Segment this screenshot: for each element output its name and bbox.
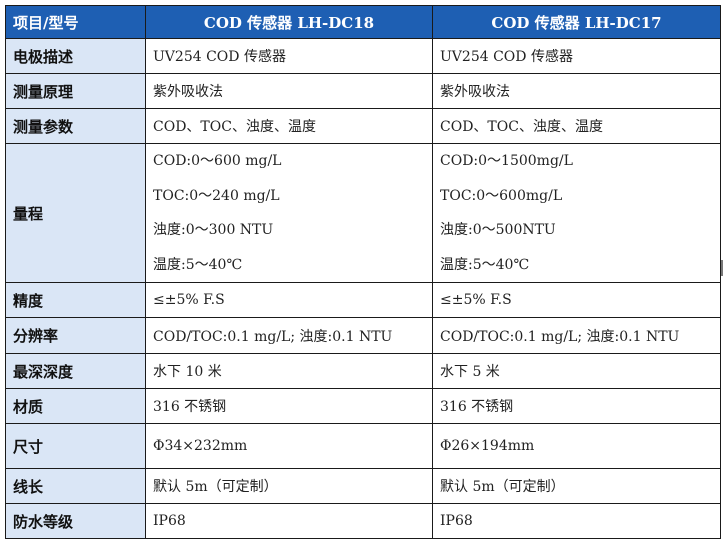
value-line: 温度:5～40℃ bbox=[153, 256, 243, 273]
value-line: 浊度:0～500NTU bbox=[440, 222, 556, 238]
value-dc17-max-depth: 水下 5 米 bbox=[432, 353, 721, 389]
row-dimensions: 尺寸 Φ34×232mm Φ26×194mm bbox=[5, 423, 721, 469]
row-waterproof-rating: 防水等级 IP68 IP68 bbox=[5, 503, 721, 539]
value-dc18-accuracy: ≤±5% F.S bbox=[145, 282, 433, 318]
row-resolution: 分辨率 COD/TOC:0.1 mg/L; 浊度:0.1 NTU COD/TOC:0… bbox=[5, 317, 721, 354]
value-dc17-measurement-principle: 紫外吸收法 bbox=[432, 73, 721, 109]
value-dc18-waterproof-rating: IP68 bbox=[145, 503, 433, 539]
value-dc18-dimensions: Φ34×232mm bbox=[145, 423, 433, 469]
value-line: Φ26×194mm bbox=[440, 438, 535, 454]
row-cable-length: 线长 默认 5m（可定制） 默认 5m（可定制） bbox=[5, 468, 721, 504]
value-dc17-dimensions: Φ26×194mm bbox=[432, 423, 721, 469]
header-item-model: 项目/型号 bbox=[5, 5, 146, 39]
spec-table: 项目/型号 COD 传感器 LH-DC18 COD 传感器 LH-DC17 电极… bbox=[5, 5, 721, 539]
label-measurement-principle: 测量原理 bbox=[5, 73, 146, 109]
value-dc17-accuracy: ≤±5% F.S bbox=[432, 282, 721, 318]
value-dc17-electrode-description: UV254 COD 传感器 bbox=[432, 38, 721, 74]
value-dc17-waterproof-rating: IP68 bbox=[432, 503, 721, 539]
label-measurement-parameters: 测量参数 bbox=[5, 108, 146, 144]
label-resolution: 分辨率 bbox=[5, 317, 146, 354]
value-dc17-measurement-range: COD:0～1500mg/L TOC:0～600mg/L 浊度:0～500NTU 温度… bbox=[432, 143, 721, 283]
value-line: 浊度:0～300 NTU bbox=[153, 222, 274, 238]
value-line: COD、TOC、浊度、温度 bbox=[153, 119, 316, 135]
value-line: COD、TOC、浊度、温度 bbox=[440, 119, 603, 135]
value-line: COD/TOC:0.1 mg/L; 浊度:0.1 NTU bbox=[153, 328, 393, 345]
label-waterproof-rating: 防水等级 bbox=[5, 503, 146, 539]
value-line: 紫外吸收法 bbox=[440, 84, 510, 100]
value-dc18-max-depth: 水下 10 米 bbox=[145, 353, 433, 389]
cursor-mark bbox=[721, 260, 723, 276]
value-dc18-measurement-principle: 紫外吸收法 bbox=[145, 73, 433, 109]
value-line: COD:0～1500mg/L bbox=[440, 153, 573, 169]
label-material: 材质 bbox=[5, 388, 146, 424]
value-dc18-electrode-description: UV254 COD 传感器 bbox=[145, 38, 433, 74]
row-accuracy: 精度 ≤±5% F.S ≤±5% F.S bbox=[5, 282, 721, 318]
header-lh-dc17: COD 传感器 LH-DC17 bbox=[432, 5, 721, 39]
header-row: 项目/型号 COD 传感器 LH-DC18 COD 传感器 LH-DC17 bbox=[5, 5, 721, 39]
value-line: UV254 COD 传感器 bbox=[153, 49, 286, 65]
value-line: IP68 bbox=[153, 513, 186, 529]
spec-table-body: 电极描述 UV254 COD 传感器 UV254 COD 传感器 测量原理 紫外吸收法紫… bbox=[5, 38, 721, 539]
value-dc17-cable-length: 默认 5m（可定制） bbox=[432, 468, 721, 504]
value-line: UV254 COD 传感器 bbox=[440, 49, 573, 65]
label-dimensions: 尺寸 bbox=[5, 423, 146, 469]
value-line: COD/TOC:0.1 mg/L; 浊度:0.1 NTU bbox=[440, 328, 680, 345]
value-line: 默认 5m（可定制） bbox=[153, 479, 278, 495]
value-dc17-resolution: COD/TOC:0.1 mg/L; 浊度:0.1 NTU bbox=[432, 317, 721, 354]
row-material: 材质 316 不锈钢 316 不锈钢 bbox=[5, 388, 721, 424]
value-dc18-resolution: COD/TOC:0.1 mg/L; 浊度:0.1 NTU bbox=[145, 317, 433, 354]
value-line: 316 不锈钢 bbox=[153, 399, 227, 415]
value-line: IP68 bbox=[440, 513, 473, 529]
label-measurement-range: 量程 bbox=[5, 143, 146, 283]
value-line: 水下 5 米 bbox=[440, 364, 500, 380]
value-line: ≤±5% F.S bbox=[440, 292, 512, 308]
spec-table-container: 项目/型号 COD 传感器 LH-DC18 COD 传感器 LH-DC17 电极… bbox=[5, 5, 721, 539]
label-accuracy: 精度 bbox=[5, 282, 146, 318]
value-line: Φ34×232mm bbox=[153, 438, 248, 454]
value-dc18-cable-length: 默认 5m（可定制） bbox=[145, 468, 433, 504]
row-measurement-range: 量程 COD:0～600 mg/L TOC:0～240 mg/L 浊度:0～300 N… bbox=[5, 143, 721, 283]
row-measurement-principle: 测量原理 紫外吸收法 紫外吸收法 bbox=[5, 73, 721, 109]
value-dc18-material: 316 不锈钢 bbox=[145, 388, 433, 424]
value-line: 316 不锈钢 bbox=[440, 399, 514, 415]
value-dc18-measurement-range: COD:0～600 mg/L TOC:0～240 mg/L 浊度:0～300 NTU… bbox=[145, 143, 433, 283]
value-line: 紫外吸收法 bbox=[153, 84, 223, 100]
value-line: COD:0～600 mg/L bbox=[153, 153, 282, 169]
value-line: ≤±5% F.S bbox=[153, 292, 225, 308]
header-lh-dc18: COD 传感器 LH-DC18 bbox=[145, 5, 433, 39]
row-electrode-description: 电极描述 UV254 COD 传感器 UV254 COD 传感器 bbox=[5, 38, 721, 74]
label-cable-length: 线长 bbox=[5, 468, 146, 504]
value-dc18-measurement-parameters: COD、TOC、浊度、温度 bbox=[145, 108, 433, 144]
value-dc17-measurement-parameters: COD、TOC、浊度、温度 bbox=[432, 108, 721, 144]
label-electrode-description: 电极描述 bbox=[5, 38, 146, 74]
value-dc17-material: 316 不锈钢 bbox=[432, 388, 721, 424]
value-line: 温度:5～40℃ bbox=[440, 256, 530, 273]
value-line: 默认 5m（可定制） bbox=[440, 479, 565, 495]
label-max-depth: 最深深度 bbox=[5, 353, 146, 389]
row-max-depth: 最深深度 水下 10 米 水下 5 米 bbox=[5, 353, 721, 389]
row-measurement-parameters: 测量参数 COD、TOC、浊度、温度 COD、TOC、浊度、温度 bbox=[5, 108, 721, 144]
value-line: TOC:0～600mg/L bbox=[440, 187, 563, 204]
value-line: 水下 10 米 bbox=[153, 364, 222, 380]
value-line: TOC:0～240 mg/L bbox=[153, 187, 280, 204]
